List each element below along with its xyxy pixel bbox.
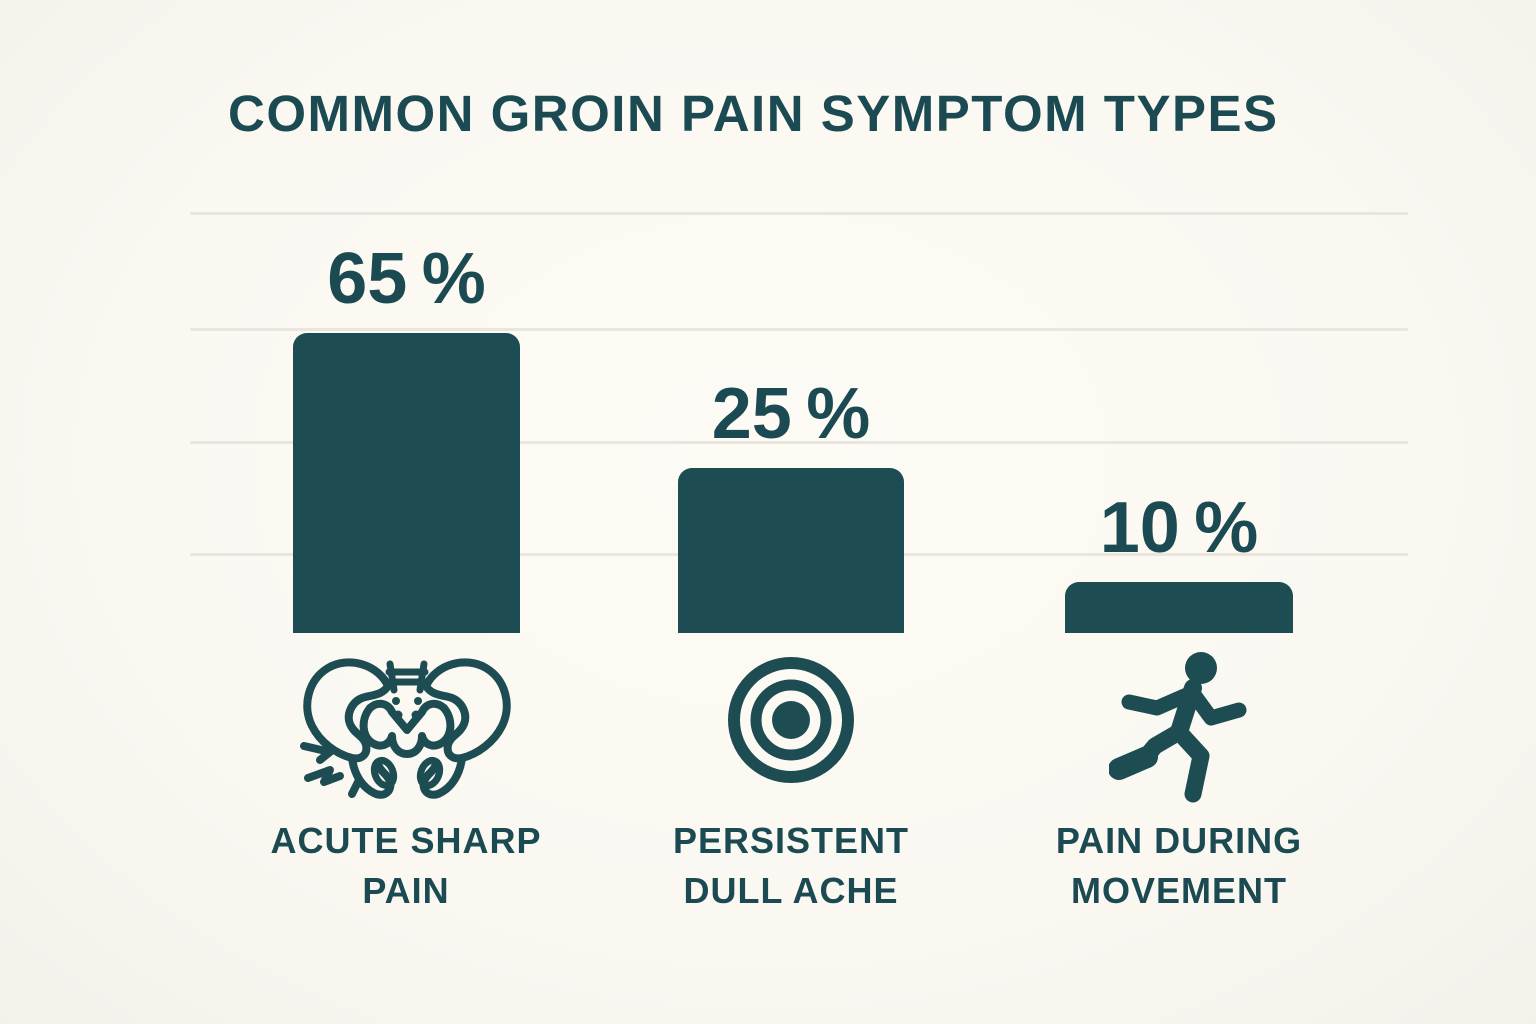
category-label-pain-during-movement: PAIN DURING MOVEMENT: [979, 816, 1379, 916]
bar-acute-sharp-pain: [293, 333, 520, 633]
category-label-persistent-dull-ache: PERSISTENT DULL ACHE: [591, 816, 991, 916]
category-label-line1: ACUTE SHARP: [270, 820, 542, 861]
gridline: [190, 212, 1408, 215]
target-bullseye-icon: [725, 654, 857, 786]
bar-pain-during-movement: [1065, 582, 1293, 633]
value-label-persistent-dull-ache: 25 %: [711, 374, 871, 454]
bar-persistent-dull-ache: [678, 468, 904, 633]
category-label-acute-sharp-pain: ACUTE SHARP PAIN: [206, 816, 606, 916]
running-person-icon: [1109, 648, 1249, 806]
pelvis-icon: [296, 646, 518, 806]
category-label-line1: PAIN DURING: [1055, 820, 1303, 861]
value-label-acute-sharp-pain: 65 %: [327, 239, 486, 319]
category-label-line2: PAIN: [362, 870, 450, 911]
category-label-line1: PERSISTENT: [672, 820, 910, 861]
category-label-line2: DULL ACHE: [683, 870, 899, 911]
chart-title: COMMON GROIN PAIN SYMPTOM TYPES: [228, 85, 1279, 142]
gridline: [190, 328, 1408, 331]
value-label-pain-during-movement: 10 %: [1099, 488, 1259, 568]
gridline: [190, 441, 1408, 444]
category-label-line2: MOVEMENT: [1070, 870, 1287, 911]
